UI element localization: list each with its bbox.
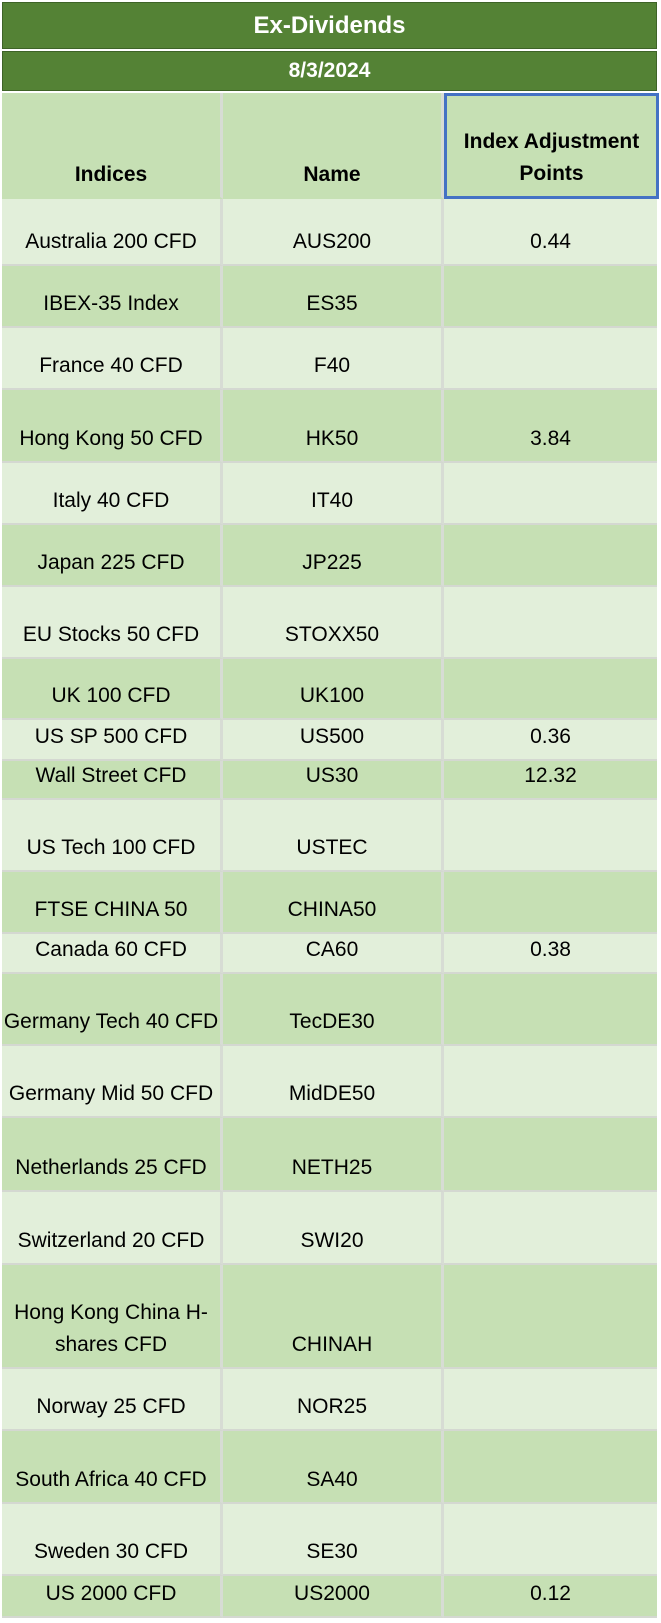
table-row: Switzerland 20 CFD SWI20 [2,1192,657,1265]
cell-points[interactable] [444,266,657,328]
cell-index[interactable]: France 40 CFD [2,328,223,390]
table-date: 8/3/2024 [2,51,657,91]
table-row: Hong Kong China H-shares CFD CHINAH [2,1265,657,1369]
cell-index[interactable]: South Africa 40 CFD [2,1431,223,1504]
table-row: Netherlands 25 CFD NETH25 [2,1118,657,1192]
cell-index[interactable]: Australia 200 CFD [2,199,223,266]
cell-name[interactable]: STOXX50 [223,587,444,659]
cell-points[interactable] [444,587,657,659]
cell-name[interactable]: CA60 [223,934,444,974]
cell-name[interactable]: TecDE30 [223,974,444,1046]
cell-points[interactable] [444,1431,657,1504]
cell-name[interactable]: MidDE50 [223,1046,444,1118]
cell-points[interactable]: 0.36 [444,720,657,761]
cell-name[interactable]: US500 [223,720,444,761]
cell-points[interactable] [444,974,657,1046]
table-row: US Tech 100 CFD USTEC [2,800,657,872]
table-row: EU Stocks 50 CFD STOXX50 [2,587,657,659]
table-row: Japan 225 CFD JP225 [2,525,657,587]
cell-index[interactable]: Italy 40 CFD [2,463,223,525]
cell-points[interactable] [444,525,657,587]
cell-name[interactable]: SE30 [223,1504,444,1576]
cell-index[interactable]: Canada 60 CFD [2,934,223,974]
cell-points[interactable]: 0.12 [444,1576,657,1618]
cell-index[interactable]: EU Stocks 50 CFD [2,587,223,659]
table-row: South Africa 40 CFD SA40 [2,1431,657,1504]
table-row: Italy 40 CFD IT40 [2,463,657,525]
cell-points[interactable]: 3.84 [444,390,657,463]
cell-index[interactable]: Wall Street CFD [2,761,223,800]
cell-points[interactable] [444,1369,657,1431]
table-row: UK 100 CFD UK100 [2,659,657,720]
cell-points[interactable]: 0.38 [444,934,657,974]
cell-index[interactable]: Switzerland 20 CFD [2,1192,223,1265]
table-row: US SP 500 CFD US500 0.36 [2,720,657,761]
cell-points[interactable] [444,872,657,934]
cell-name[interactable]: CHINA50 [223,872,444,934]
cell-index[interactable]: Japan 225 CFD [2,525,223,587]
cell-name[interactable]: UK100 [223,659,444,720]
cell-name[interactable]: ES35 [223,266,444,328]
table-row: Germany Mid 50 CFD MidDE50 [2,1046,657,1118]
cell-index[interactable]: Germany Tech 40 CFD [2,974,223,1046]
cell-index[interactable]: US Tech 100 CFD [2,800,223,872]
header-indices[interactable]: Indices [2,93,223,199]
cell-name[interactable]: SA40 [223,1431,444,1504]
cell-points[interactable] [444,328,657,390]
cell-name[interactable]: NETH25 [223,1118,444,1192]
table-row: Wall Street CFD US30 12.32 [2,761,657,800]
cell-index[interactable]: Sweden 30 CFD [2,1504,223,1576]
cell-name[interactable]: CHINAH [223,1265,444,1369]
table-title: Ex-Dividends [2,2,657,49]
cell-name[interactable]: US2000 [223,1576,444,1618]
cell-points[interactable] [444,1118,657,1192]
header-row: Indices Name Index Adjustment Points [2,93,659,199]
cell-index[interactable]: FTSE CHINA 50 [2,872,223,934]
cell-index[interactable]: IBEX-35 Index [2,266,223,328]
cell-name[interactable]: IT40 [223,463,444,525]
cell-points[interactable]: 0.44 [444,199,657,266]
cell-points[interactable] [444,659,657,720]
cell-points[interactable] [444,1265,657,1369]
table-row: Norway 25 CFD NOR25 [2,1369,657,1431]
cell-index[interactable]: Norway 25 CFD [2,1369,223,1431]
table-row: Germany Tech 40 CFD TecDE30 [2,974,657,1046]
table-row: Australia 200 CFD AUS200 0.44 [2,199,657,266]
cell-name[interactable]: SWI20 [223,1192,444,1265]
cell-points[interactable] [444,463,657,525]
cell-index[interactable]: Hong Kong 50 CFD [2,390,223,463]
cell-index[interactable]: US SP 500 CFD [2,720,223,761]
table-row: IBEX-35 Index ES35 [2,266,657,328]
cell-points[interactable] [444,800,657,872]
table-row: France 40 CFD F40 [2,328,657,390]
cell-name[interactable]: AUS200 [223,199,444,266]
cell-name[interactable]: NOR25 [223,1369,444,1431]
cell-index[interactable]: UK 100 CFD [2,659,223,720]
header-index-adjustment-points[interactable]: Index Adjustment Points [444,93,659,199]
cell-name[interactable]: US30 [223,761,444,800]
table-row: US 2000 CFD US2000 0.12 [2,1576,657,1618]
cell-index[interactable]: Netherlands 25 CFD [2,1118,223,1192]
table-row: Canada 60 CFD CA60 0.38 [2,934,657,974]
table-row: FTSE CHINA 50 CHINA50 [2,872,657,934]
cell-name[interactable]: JP225 [223,525,444,587]
cell-name[interactable]: HK50 [223,390,444,463]
cell-points[interactable] [444,1046,657,1118]
table-row: Sweden 30 CFD SE30 [2,1504,657,1576]
cell-index[interactable]: Germany Mid 50 CFD [2,1046,223,1118]
cell-index[interactable]: US 2000 CFD [2,1576,223,1618]
cell-name[interactable]: F40 [223,328,444,390]
cell-points[interactable]: 12.32 [444,761,657,800]
header-name[interactable]: Name [223,93,444,199]
cell-name[interactable]: USTEC [223,800,444,872]
cell-points[interactable] [444,1192,657,1265]
table-row: Hong Kong 50 CFD HK50 3.84 [2,390,657,463]
cell-points[interactable] [444,1504,657,1576]
cell-index[interactable]: Hong Kong China H-shares CFD [2,1265,223,1369]
